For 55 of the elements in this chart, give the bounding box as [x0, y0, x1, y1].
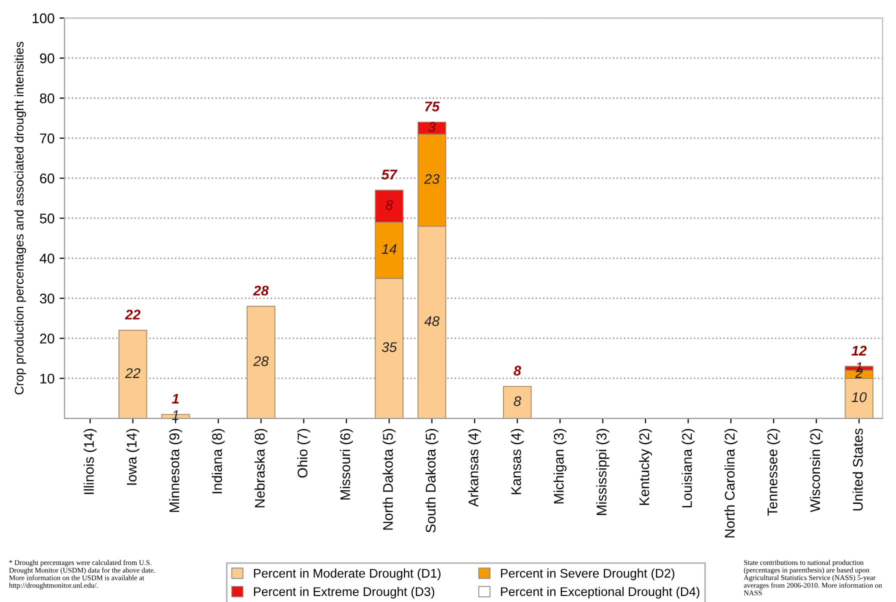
y-tick-label: 40	[40, 254, 54, 264]
total-label: 22	[124, 310, 140, 320]
legend-label: Percent in Extreme Drought (D3)	[254, 586, 434, 599]
y-tick-label: 60	[40, 174, 54, 184]
legend-label: Percent in Exceptional Drought (D4)	[501, 586, 700, 599]
data-label: 14	[382, 244, 396, 254]
data-label: 35	[382, 342, 397, 352]
data-label: 1	[172, 410, 178, 420]
data-label: 28	[253, 356, 269, 366]
x-tick-label: North Carolina (2)	[724, 428, 738, 538]
x-tick-label: Kansas (4)	[510, 428, 524, 494]
x-tick-label: Mississippi (3)	[596, 428, 610, 515]
total-label: 75	[425, 102, 440, 112]
data-label: 10	[852, 392, 867, 402]
y-axis-title: Crop production percentages and associated drought intensities	[14, 42, 26, 394]
legend-label: Percent in Moderate Drought (D1)	[254, 568, 440, 580]
y-tick-label: 20	[40, 334, 54, 344]
x-tick-label: Missouri (6)	[340, 428, 353, 500]
y-tick-label: 70	[40, 133, 54, 144]
y-tick-label: 100	[32, 13, 54, 24]
y-tick-label: 50	[40, 214, 54, 224]
data-label: 3	[428, 122, 436, 132]
legend-label: Percent in Severe Drought (D2)	[501, 568, 674, 580]
bar	[118, 330, 148, 418]
total-label: 1	[172, 394, 179, 404]
x-tick-label: United States	[852, 428, 863, 510]
x-tick-label: Louisiana (2)	[682, 428, 695, 508]
y-tick-label: 30	[40, 294, 54, 304]
y-tick-label: 10	[40, 374, 54, 384]
bar	[503, 386, 532, 418]
x-tick-label: Minnesota (9)	[169, 428, 182, 512]
data-label: 48	[424, 316, 440, 326]
x-tick-label: Indiana (8)	[212, 428, 225, 494]
x-tick-label: Michigan (3)	[554, 428, 567, 504]
data-label: 8	[514, 396, 522, 406]
total-label: 57	[382, 170, 398, 180]
x-tick-label: North Dakota (5)	[382, 428, 396, 530]
x-tick-label: South Dakota (5)	[425, 428, 438, 532]
x-tick-label: Illinois (14)	[84, 428, 97, 494]
data-label: 23	[424, 174, 440, 184]
total-label: 8	[514, 366, 522, 376]
x-tick-label: Wisconsin (2)	[810, 428, 823, 512]
y-tick-label: 80	[40, 93, 54, 104]
x-tick-label: Kentucky (2)	[639, 428, 652, 505]
x-tick-label: Iowa (14)	[126, 428, 140, 485]
bar	[246, 306, 276, 418]
total-label: 28	[253, 286, 269, 296]
data-label: 8	[386, 200, 393, 210]
data-label: 22	[125, 368, 140, 378]
x-tick-label: Nebraska (8)	[254, 428, 268, 508]
total-label: 12	[852, 346, 867, 356]
x-tick-label: Ohio (7)	[297, 428, 310, 478]
y-tick-label: 90	[40, 53, 54, 64]
x-tick-label: Tennessee (2)	[767, 428, 780, 516]
x-tick-label: Arkansas (4)	[468, 428, 482, 507]
